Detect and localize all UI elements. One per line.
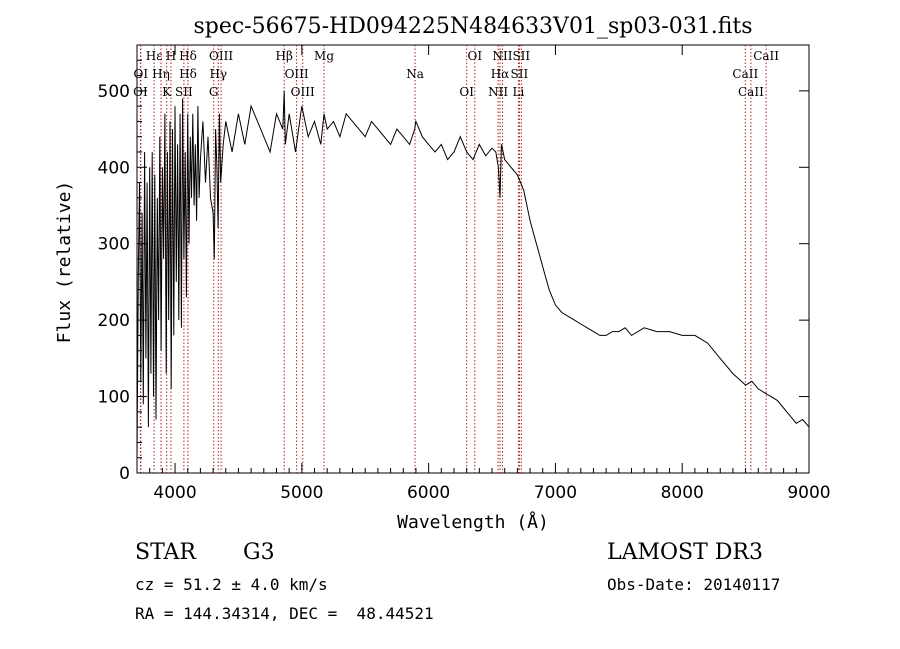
- x-tick-label: 9000: [787, 483, 830, 503]
- line-marker-label: Li: [512, 85, 524, 99]
- flux-series: [136, 90, 810, 458]
- y-axis-label: Flux (relative): [54, 181, 75, 344]
- y-tick-label: 100: [98, 388, 130, 408]
- line-marker-label: CaII: [732, 67, 758, 81]
- line-marker-label: OIII: [209, 49, 233, 63]
- y-tick-label: 0: [119, 464, 130, 484]
- line-marker-label: Hα: [491, 67, 510, 81]
- line-marker-label: CaII: [753, 49, 779, 63]
- x-tick-label: 8000: [661, 483, 704, 503]
- chart-title: spec-56675-HD094225N484633V01_sp03-031.f…: [193, 14, 752, 39]
- line-marker-label: Mg: [314, 49, 334, 63]
- line-marker-label: OIII: [285, 67, 309, 81]
- line-marker-label: Hη: [152, 67, 170, 81]
- y-tick-label: 400: [98, 158, 130, 178]
- spectral-line-markers: [139, 45, 767, 473]
- x-tick-label: 6000: [407, 483, 450, 503]
- x-tick-label: 5000: [280, 483, 323, 503]
- line-marker-label: G: [209, 85, 219, 99]
- object-subclass: G3: [243, 540, 275, 565]
- line-marker-label: CaII: [738, 85, 764, 99]
- object-class: STAR: [135, 540, 196, 565]
- line-marker-label: NII: [493, 49, 513, 63]
- line-marker-label: OI: [467, 49, 482, 63]
- spectral-line-labels: Hδ OI OI Hε Hη K HHδ SII OIII Hγ G Hβ OIII OIII Mg Na OI…: [133, 49, 779, 99]
- x-axis-ticks: 4000 5000 6000 7000 8000 9000: [136, 45, 831, 503]
- line-marker-label: OI: [459, 85, 474, 99]
- line-marker-label: Hδ: [179, 67, 197, 81]
- line-marker-label: Hε: [146, 49, 163, 63]
- line-marker-label: Na: [406, 67, 424, 81]
- y-tick-label: 200: [98, 311, 130, 331]
- flux-line: [136, 90, 810, 458]
- line-marker-label: H: [166, 49, 176, 63]
- x-tick-label: 7000: [534, 483, 577, 503]
- x-tick-label: 4000: [153, 483, 196, 503]
- ra-dec-text: RA = 144.34314, DEC = 48.44521: [135, 604, 434, 623]
- line-marker-label: Hγ: [209, 67, 227, 81]
- line-marker-label: OI: [133, 85, 148, 99]
- redshift-text: cz = 51.2 ± 4.0 km/s: [135, 575, 328, 594]
- line-marker-label: Hδ: [179, 49, 197, 63]
- line-marker-label: NII: [488, 85, 508, 99]
- line-marker-label: OI: [134, 67, 149, 81]
- line-marker-label: SII: [511, 67, 529, 81]
- y-tick-label: 500: [98, 82, 130, 102]
- obs-date-text: Obs-Date: 20140117: [607, 575, 781, 594]
- line-marker-label: K: [162, 85, 172, 99]
- y-tick-label: 300: [98, 235, 130, 255]
- plot-frame: [136, 44, 810, 474]
- line-marker-label: Hβ: [276, 49, 293, 63]
- survey-label: LAMOST DR3: [607, 540, 763, 565]
- y-axis-ticks: 0 100 200 300 400 500: [98, 59, 809, 484]
- line-marker-label: SII: [175, 85, 193, 99]
- x-axis-label: Wavelength (Å): [397, 511, 549, 533]
- line-marker-label: OIII: [291, 85, 315, 99]
- line-marker-label: SII: [512, 49, 530, 63]
